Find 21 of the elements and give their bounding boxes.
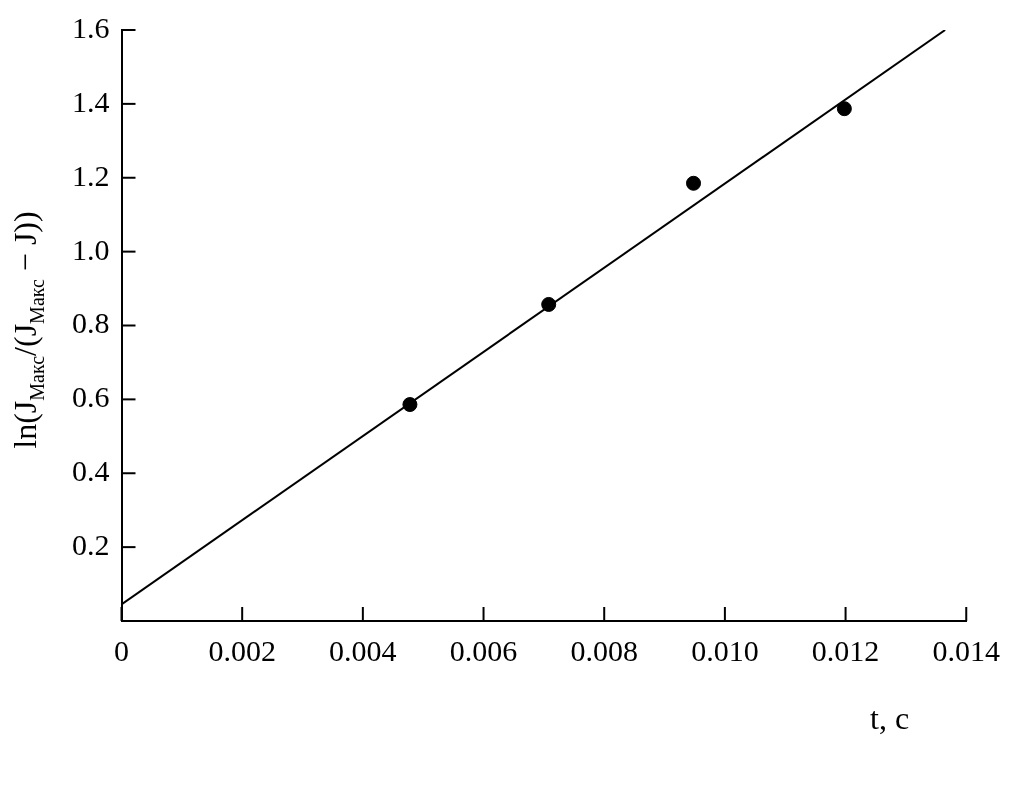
point	[686, 175, 702, 191]
y-tick-label: 0.2	[72, 528, 110, 561]
x-tick-label: 0.004	[329, 633, 397, 667]
point	[836, 101, 852, 117]
x-tick-label: 0.010	[691, 633, 759, 667]
x-tick-label: 0.006	[449, 633, 518, 667]
x-tick-label: 0.008	[570, 633, 638, 667]
x-tick-label: 0	[114, 633, 129, 667]
point	[402, 397, 418, 413]
x-tick-label: 0.002	[208, 633, 276, 667]
point	[541, 296, 557, 312]
y-tick-label: 0.8	[72, 306, 110, 340]
y-tick-label: 0.4	[72, 454, 110, 488]
y-tick-label: 1.0	[72, 232, 110, 266]
y-tick-label: 1.6	[72, 10, 110, 44]
x-tick-label: 0.012	[811, 633, 880, 667]
y-tick-label: 1.2	[72, 158, 110, 192]
x-tick-label: 0.014	[932, 633, 1000, 667]
x-axis-title: t, с	[870, 700, 910, 737]
y-tick-label: 0.6	[72, 380, 110, 414]
y-tick-label: 1.4	[72, 84, 110, 118]
